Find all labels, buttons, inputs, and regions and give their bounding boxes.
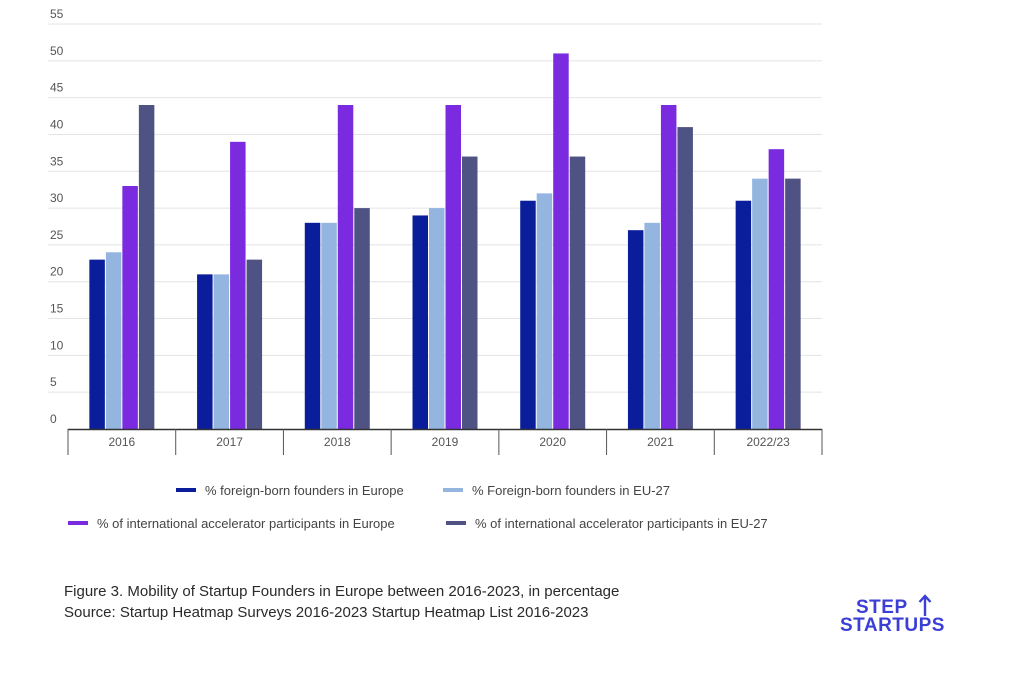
x-tick-label: 2022/23 <box>746 435 790 449</box>
bar <box>105 252 122 429</box>
y-tick-label: 40 <box>50 117 64 131</box>
bar <box>354 208 370 429</box>
legend: % foreign-born founders in Europe % Forei… <box>68 483 768 531</box>
bar <box>660 105 677 429</box>
bar <box>445 105 461 429</box>
legend-label: % Foreign-born founders in EU-27 <box>472 483 670 498</box>
bar <box>520 200 536 429</box>
bar <box>768 149 785 429</box>
step-startups-logo: STEP STARTUPS <box>836 594 966 638</box>
bars <box>89 53 801 430</box>
legend-label: % of international accelerator participa… <box>97 516 395 531</box>
bar <box>462 156 478 429</box>
x-axis <box>67 428 823 455</box>
x-axis-ticks: 2016 2017 2018 2019 2020 2021 2022/23 <box>109 435 791 449</box>
logo-line-1: STEP <box>856 597 908 618</box>
bar <box>321 222 337 429</box>
bar <box>644 222 660 429</box>
bar <box>627 230 644 429</box>
bar <box>677 127 693 429</box>
x-tick-label: 2021 <box>647 435 674 449</box>
bar <box>735 200 752 429</box>
x-tick-label: 2020 <box>539 435 566 449</box>
y-tick-label: 35 <box>50 154 64 168</box>
bar <box>429 208 445 429</box>
bar <box>785 178 801 429</box>
figure-source: Source: Startup Heatmap Surveys 2016-202… <box>64 604 589 621</box>
bar <box>246 259 263 429</box>
bar <box>138 105 155 429</box>
x-tick-label: 2018 <box>324 435 351 449</box>
y-tick-label: 10 <box>50 338 64 352</box>
bar <box>536 193 553 429</box>
x-tick-label: 2019 <box>432 435 459 449</box>
x-tick-label: 2016 <box>109 435 136 449</box>
y-tick-label: 20 <box>50 265 64 279</box>
bar <box>122 186 138 429</box>
bar <box>337 105 354 429</box>
bar <box>553 53 569 430</box>
bar <box>230 141 246 429</box>
y-axis-ticks: 0 5 10 15 20 25 30 35 40 45 50 55 <box>50 7 64 426</box>
figure-caption: Figure 3. Mobility of Startup Founders i… <box>64 583 620 600</box>
y-tick-label: 15 <box>50 302 64 316</box>
bar <box>569 156 586 429</box>
bar <box>197 274 213 429</box>
y-tick-label: 45 <box>50 81 64 95</box>
y-tick-label: 0 <box>50 412 57 426</box>
bar <box>89 259 105 429</box>
legend-label: % foreign-born founders in Europe <box>205 483 404 498</box>
arrow-up-icon <box>918 594 932 616</box>
y-tick-label: 30 <box>50 191 64 205</box>
bar <box>304 222 321 429</box>
logo-line-2: STARTUPS <box>840 615 945 636</box>
y-tick-label: 25 <box>50 228 64 242</box>
y-tick-label: 5 <box>50 375 57 389</box>
y-tick-label: 55 <box>50 7 64 21</box>
bar <box>752 178 768 429</box>
bar <box>412 215 428 429</box>
bar <box>213 274 230 429</box>
legend-label: % of international accelerator participa… <box>475 516 768 531</box>
y-tick-label: 50 <box>50 44 64 58</box>
x-tick-label: 2017 <box>216 435 243 449</box>
